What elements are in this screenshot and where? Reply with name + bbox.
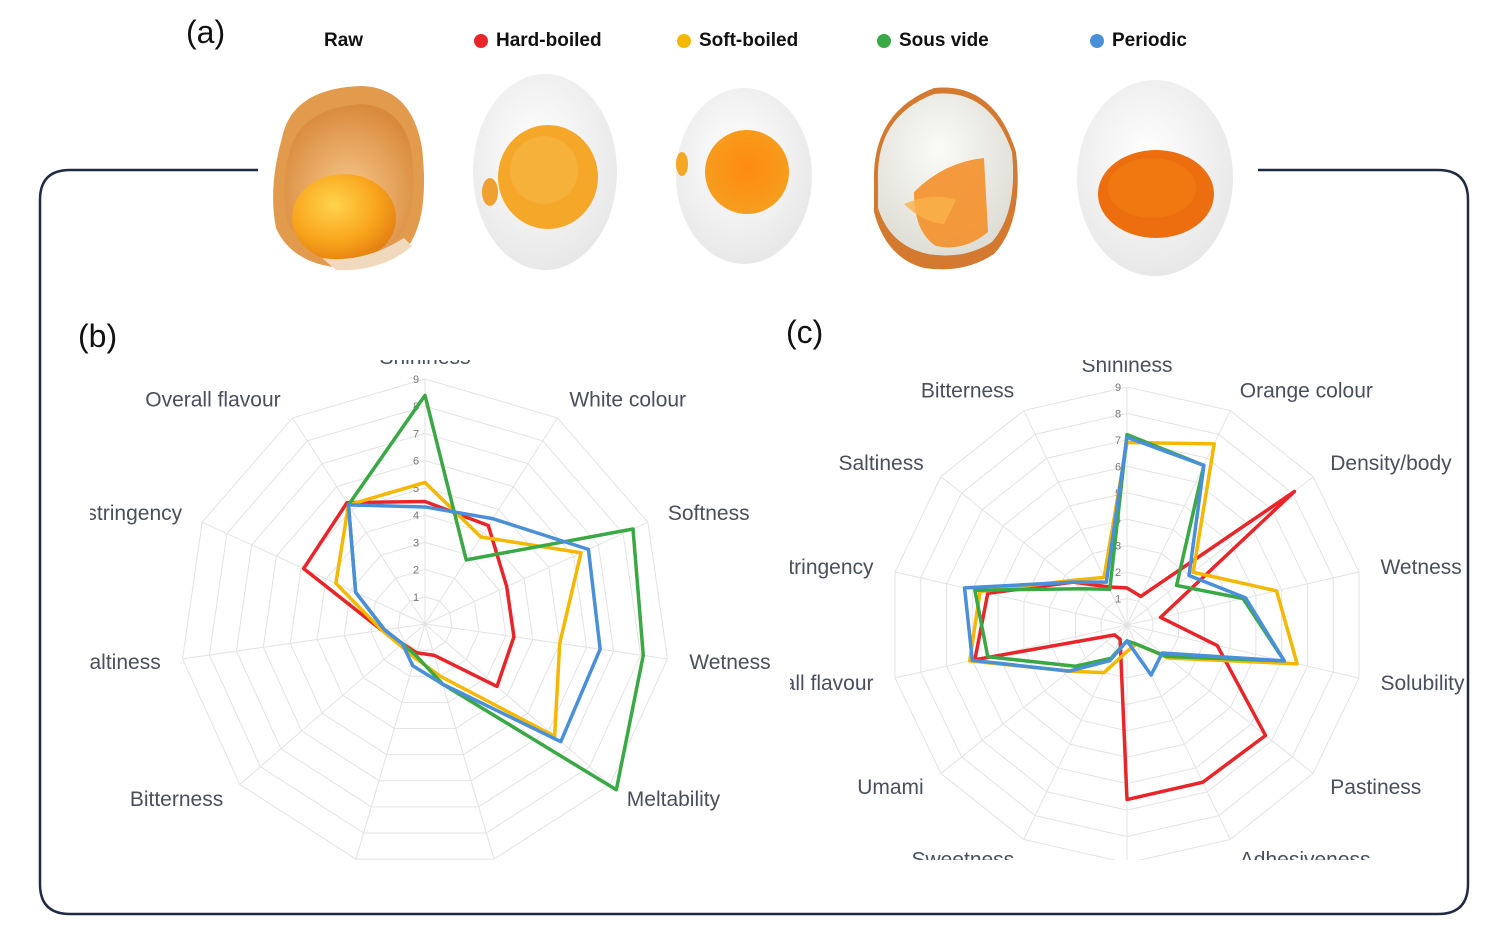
- tick-label: 1: [1115, 594, 1121, 606]
- legend-dot-red: [474, 34, 488, 48]
- legend-label: Soft-boiled: [699, 30, 799, 51]
- grid-spoke: [940, 476, 1128, 626]
- series-line-periodic: [962, 435, 1287, 677]
- axis-label-sweetness: Sweetness: [911, 848, 1014, 860]
- hard-boiled-egg-image: [473, 74, 617, 270]
- grid-ring: [397, 596, 453, 651]
- legend-dot-yellow: [677, 34, 691, 48]
- axis-label-astringency: Astringency: [90, 502, 183, 525]
- legend-item-sous-vide: Sous vide: [877, 30, 989, 52]
- axis-label-solubility: Solubility: [1380, 672, 1465, 695]
- series-line-hard-boiled: [301, 499, 516, 689]
- grid-spoke: [355, 623, 426, 860]
- grid-spoke: [201, 521, 426, 625]
- axis-label-saltiness: Saltiness: [90, 651, 161, 674]
- tick-label: 2: [1115, 567, 1121, 579]
- grid-spoke: [940, 624, 1128, 774]
- series-line-soft-boiled: [334, 480, 583, 739]
- legend-label: Sous vide: [899, 30, 989, 51]
- grid-ring: [181, 378, 669, 860]
- legend-label: Periodic: [1112, 30, 1187, 51]
- legend-label: Hard-boiled: [496, 30, 602, 51]
- axis-label-bitterness: Bitterness: [130, 788, 223, 811]
- raw-egg-image: [273, 86, 425, 271]
- frame-border: [38, 168, 1470, 916]
- tick-label: 9: [1115, 382, 1121, 394]
- tick-label: 9: [413, 374, 419, 386]
- axis-label-orange-colour: Orange colour: [1240, 380, 1373, 403]
- axis-label-wetness: Wetness: [689, 651, 770, 674]
- axis-label-astringency: Astringency: [790, 556, 874, 579]
- axis-label-saltiness: Saltiness: [839, 452, 924, 475]
- grid-spoke: [1126, 624, 1231, 840]
- axis-label-density-body: Density/body: [1330, 452, 1452, 475]
- radar-chart-b: 123456789ShininessWhite colourSoftnessWe…: [90, 360, 771, 860]
- tick-label: 1: [413, 592, 419, 604]
- grid-ring: [235, 432, 615, 808]
- axis-label-overall-flavour: Overall flavour: [145, 388, 280, 411]
- legend-item-hard-boiled: Hard-boiled: [474, 30, 602, 52]
- grid-spoke: [424, 623, 611, 785]
- legend-item-periodic: Periodic: [1090, 30, 1187, 52]
- tick-label: 4: [413, 510, 419, 522]
- legend-label: Raw: [324, 30, 364, 51]
- grid-spoke: [239, 623, 426, 785]
- axis-label-adhesiveness: Adhesiveness: [1240, 848, 1371, 860]
- axis-label-white-colour: White colour: [569, 388, 686, 411]
- axis-label-shininess: Shininess: [379, 360, 470, 369]
- grid-spoke: [1126, 624, 1360, 679]
- grid-spoke: [894, 624, 1128, 679]
- grid-spoke: [1126, 624, 1314, 774]
- panel-label-c: (c): [786, 314, 824, 350]
- series-line-hard-boiled: [973, 489, 1297, 802]
- grid-spoke: [182, 623, 426, 660]
- axis-label-softness: Softness: [668, 502, 750, 525]
- periodic-egg-image: [1077, 80, 1233, 276]
- axis-label-wetness: Wetness: [1380, 556, 1461, 579]
- panel-label-b: (b): [78, 318, 118, 354]
- axis-label-umami: Umami: [857, 776, 924, 799]
- tick-label: 5: [413, 483, 419, 495]
- grid-spoke: [424, 521, 649, 625]
- legend-dot-blue: [1090, 34, 1104, 48]
- tick-label: 3: [1115, 541, 1121, 553]
- grid-spoke: [1023, 410, 1128, 626]
- tick-label: 7: [413, 428, 419, 440]
- axis-label-meltability: Meltability: [627, 788, 721, 811]
- grid-spoke: [424, 623, 668, 660]
- grid-ring: [208, 405, 642, 834]
- series-line-periodic: [346, 503, 602, 744]
- grid-ring: [262, 460, 588, 782]
- axis-label-shininess: Shininess: [1081, 360, 1172, 377]
- legend-item-raw: Raw: [324, 30, 363, 52]
- grid-spoke: [424, 623, 495, 860]
- legend-dot-green: [877, 34, 891, 48]
- tick-label: 3: [413, 537, 419, 549]
- axis-label-bitterness: Bitterness: [921, 380, 1014, 403]
- grid-spoke: [424, 417, 558, 625]
- grid-spoke: [292, 417, 426, 625]
- grid-spoke: [894, 571, 1128, 626]
- grid-ring: [894, 386, 1360, 860]
- tick-label: 6: [413, 456, 419, 468]
- soft-boiled-egg-image: [676, 88, 812, 264]
- tick-label: 7: [1115, 435, 1121, 447]
- sous-vide-egg-image: [873, 87, 1018, 270]
- tick-label: 2: [413, 565, 419, 577]
- grid-ring: [370, 569, 480, 677]
- axis-label-pastiness: Pastiness: [1330, 776, 1421, 799]
- axis-label-overall-flavour: Overall flavour: [790, 672, 874, 695]
- tick-label: 6: [1115, 461, 1121, 473]
- tick-label: 8: [1115, 408, 1121, 420]
- panel-label-a: (a): [186, 14, 226, 50]
- grid-ring: [316, 514, 534, 729]
- legend-item-soft-boiled: Soft-boiled: [677, 30, 798, 52]
